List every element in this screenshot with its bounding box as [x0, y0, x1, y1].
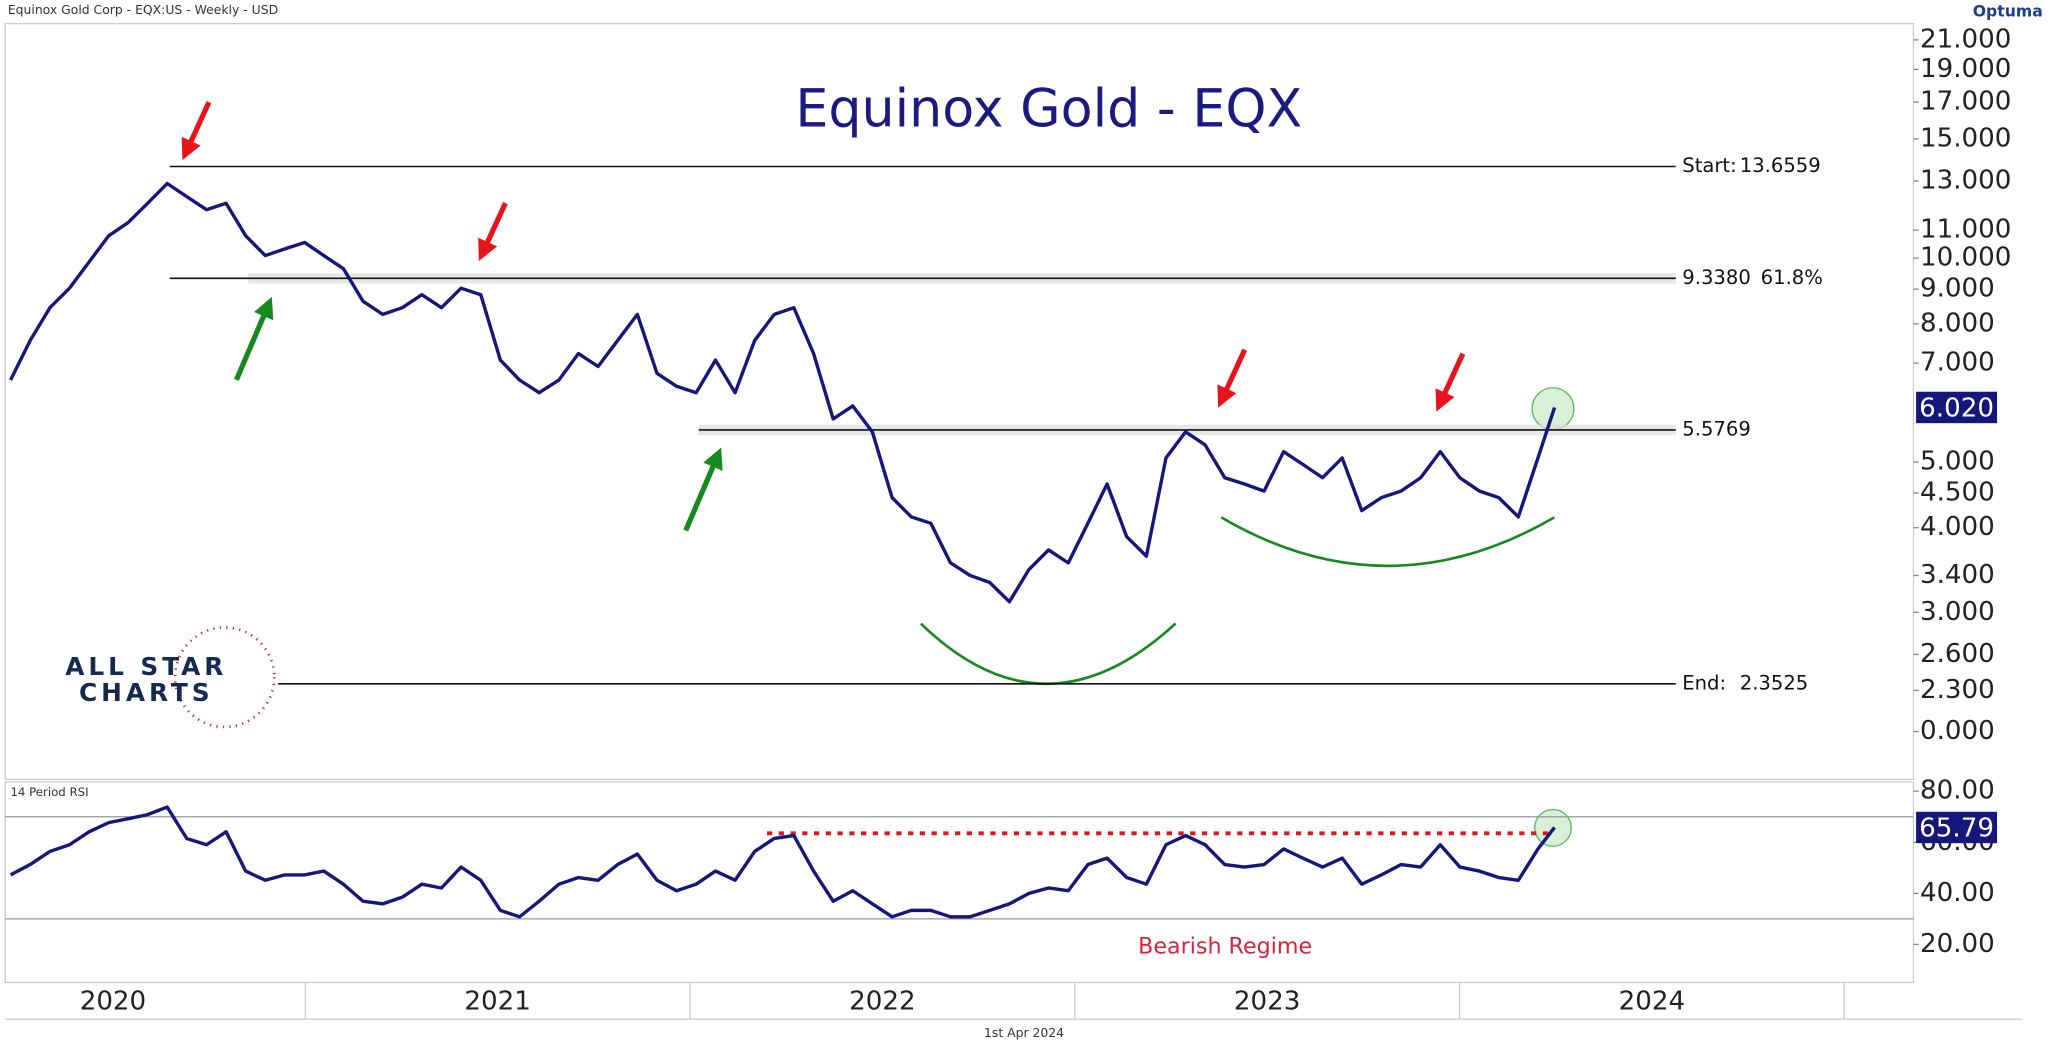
y-tick-label: 2.300 [1920, 675, 1995, 705]
red-arrow [478, 201, 508, 262]
y-tick-label: 80.00 [1920, 776, 1995, 806]
level-name: Start: [1682, 154, 1736, 177]
header-text: Equinox Gold Corp - EQX:US - Weekly - US… [8, 2, 278, 17]
series-line [9, 805, 1556, 919]
last-value-label: 6.020 [1919, 393, 1994, 423]
x-tick-label: 2023 [1234, 987, 1300, 1017]
rsi-title: 14 Period RSI [10, 785, 88, 799]
chart-title: Equinox Gold - EQX [795, 79, 1302, 140]
x-tick-label: 2024 [1619, 987, 1685, 1017]
red-arrow [181, 101, 212, 161]
y-tick-label: 8.000 [1920, 308, 1995, 338]
level-value: 5.5769 [1682, 417, 1751, 440]
arrows [181, 101, 1466, 532]
x-tick-label: 2022 [849, 987, 915, 1017]
last-value-box [1916, 391, 1998, 424]
y-tick-label: 4.000 [1920, 512, 1995, 542]
y-tick-label: 5.000 [1920, 447, 1995, 477]
y-tick-label: 19.000 [1920, 54, 2011, 84]
last-value-box [1916, 811, 1998, 844]
y-tick-label: 3.400 [1920, 560, 1995, 590]
brand: Optuma [1973, 1, 2043, 20]
y-tick-label: 21.000 [1920, 24, 2011, 54]
level-value: 13.6559 [1740, 154, 1821, 177]
green-arrow [683, 447, 723, 532]
last-value-label: 65.79 [1919, 813, 1994, 843]
x-tick-label: 2021 [464, 987, 530, 1017]
red-arrow [1217, 348, 1248, 408]
y-tick-label: 9.000 [1920, 274, 1995, 304]
level-value: 2.3525 [1740, 671, 1809, 694]
logo-text: CHARTS [79, 678, 213, 707]
footer-date: 1st Apr 2024 [984, 1025, 1064, 1040]
level-name: End: [1682, 671, 1726, 694]
logo-text: ALL STAR [65, 652, 227, 681]
y-tick-label: 2.600 [1920, 639, 1995, 669]
red-arrow [1435, 352, 1466, 412]
y-tick-label: 10.000 [1920, 243, 2011, 273]
base-arc [1220, 516, 1555, 568]
x-tick-label: 2020 [80, 987, 146, 1017]
y-tick-label: 20.00 [1920, 929, 1995, 959]
y-tick-label: 3.000 [1920, 597, 1995, 627]
price-panel [4, 22, 1915, 781]
logo: ALL STAR CHARTS [65, 626, 276, 729]
y-tick-label: 15.000 [1920, 123, 2011, 153]
rsi-panel [4, 781, 1915, 984]
series-line [9, 181, 1557, 604]
y-tick-label: 4.500 [1920, 478, 1995, 508]
y-tick-label: 7.000 [1920, 348, 1995, 378]
level-value: 9.3380 [1682, 266, 1751, 289]
rsi-annotation: Bearish Regime [1138, 934, 1312, 960]
logo-ring [173, 626, 276, 729]
green-arrow [234, 296, 274, 381]
y-tick-label: 11.000 [1920, 215, 2011, 245]
y-tick-label: 0.000 [1920, 716, 1995, 746]
y-tick-label: 13.000 [1920, 165, 2011, 195]
level-percent: 61.8% [1761, 266, 1823, 289]
y-tick-label: 17.000 [1920, 87, 2011, 117]
y-tick-label: 40.00 [1920, 878, 1995, 908]
